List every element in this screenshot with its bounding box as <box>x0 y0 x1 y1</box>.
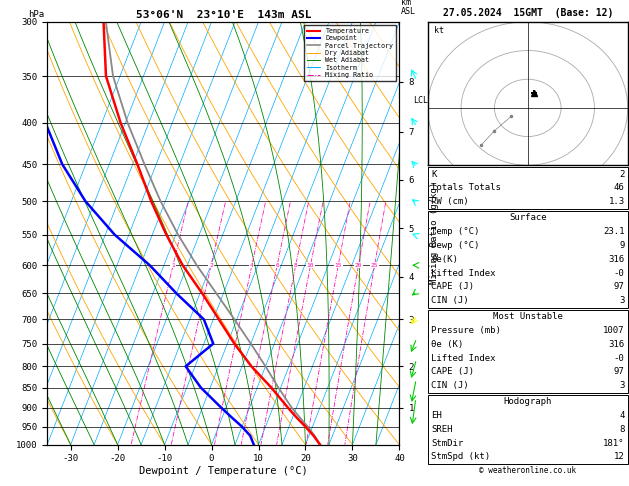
Text: 46: 46 <box>614 183 625 192</box>
Text: 10: 10 <box>307 263 314 268</box>
Text: 27.05.2024  15GMT  (Base: 12): 27.05.2024 15GMT (Base: 12) <box>443 8 613 18</box>
Text: K: K <box>431 170 437 179</box>
Text: 1.3: 1.3 <box>608 197 625 207</box>
Text: 25: 25 <box>371 263 379 268</box>
Text: Dewp (°C): Dewp (°C) <box>431 241 480 250</box>
Text: CAPE (J): CAPE (J) <box>431 282 474 292</box>
Text: Pressure (mb): Pressure (mb) <box>431 326 501 335</box>
Text: Most Unstable: Most Unstable <box>493 312 563 321</box>
Text: CAPE (J): CAPE (J) <box>431 367 474 377</box>
Text: Lifted Index: Lifted Index <box>431 353 496 363</box>
Text: 15: 15 <box>335 263 342 268</box>
Text: Surface: Surface <box>509 213 547 222</box>
Text: PW (cm): PW (cm) <box>431 197 469 207</box>
Text: StmDir: StmDir <box>431 438 464 448</box>
Text: Totals Totals: Totals Totals <box>431 183 501 192</box>
Text: 2: 2 <box>209 263 213 268</box>
Text: Hodograph: Hodograph <box>504 397 552 406</box>
Text: 8: 8 <box>619 425 625 434</box>
Text: StmSpd (kt): StmSpd (kt) <box>431 452 491 462</box>
Text: Temp (°C): Temp (°C) <box>431 227 480 236</box>
Text: hPa: hPa <box>28 10 44 19</box>
Text: θe (K): θe (K) <box>431 340 464 349</box>
Text: CIN (J): CIN (J) <box>431 381 469 390</box>
Text: -0: -0 <box>614 353 625 363</box>
Text: 9: 9 <box>619 241 625 250</box>
Text: kt: kt <box>435 26 444 35</box>
Text: 4: 4 <box>250 263 253 268</box>
Text: 316: 316 <box>608 255 625 264</box>
Text: 6: 6 <box>276 263 279 268</box>
Text: © weatheronline.co.uk: © weatheronline.co.uk <box>479 467 576 475</box>
Text: km
ASL: km ASL <box>401 0 416 16</box>
Text: Lifted Index: Lifted Index <box>431 268 496 278</box>
Text: 1: 1 <box>171 263 175 268</box>
Text: 20: 20 <box>355 263 362 268</box>
Text: -0: -0 <box>614 268 625 278</box>
Text: θe(K): θe(K) <box>431 255 459 264</box>
Text: 4: 4 <box>619 411 625 420</box>
Text: CIN (J): CIN (J) <box>431 296 469 305</box>
Text: 181°: 181° <box>603 438 625 448</box>
Text: EH: EH <box>431 411 442 420</box>
Text: 97: 97 <box>614 282 625 292</box>
Text: LCL: LCL <box>413 96 428 105</box>
Text: 8: 8 <box>294 263 298 268</box>
Text: 2: 2 <box>619 170 625 179</box>
Text: 23.1: 23.1 <box>603 227 625 236</box>
Legend: Temperature, Dewpoint, Parcel Trajectory, Dry Adiabat, Wet Adiabat, Isotherm, Mi: Temperature, Dewpoint, Parcel Trajectory… <box>304 25 396 81</box>
Text: 12: 12 <box>614 452 625 462</box>
Text: Mixing Ratio (g/kg): Mixing Ratio (g/kg) <box>430 182 438 284</box>
X-axis label: Dewpoint / Temperature (°C): Dewpoint / Temperature (°C) <box>139 466 308 476</box>
Text: SREH: SREH <box>431 425 453 434</box>
Text: 1007: 1007 <box>603 326 625 335</box>
Title: 53°06'N  23°10'E  143m ASL: 53°06'N 23°10'E 143m ASL <box>135 10 311 20</box>
Text: 97: 97 <box>614 367 625 377</box>
Text: 3: 3 <box>619 381 625 390</box>
Text: 3: 3 <box>619 296 625 305</box>
Text: 316: 316 <box>608 340 625 349</box>
